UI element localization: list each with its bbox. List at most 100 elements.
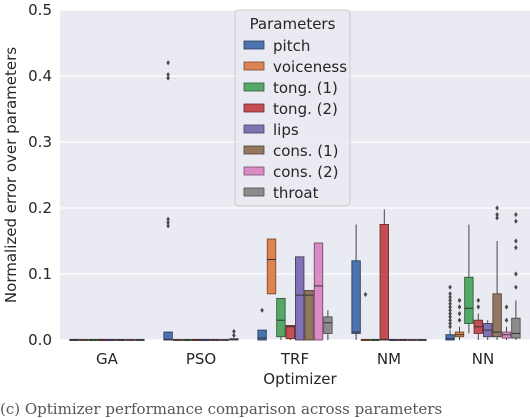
outlier-point [448,291,452,297]
legend-label: voiceness [273,58,347,76]
outlier-point [504,317,509,323]
box-cons-1--trf [304,290,314,341]
legend-background [234,9,351,207]
legend-label: tong. (1) [273,79,338,97]
box-cons-2--ga [125,338,136,341]
outlier-point [476,297,481,303]
box-tong-1--ga [88,338,98,341]
y-axis-ticks: 0.0 0.1 0.2 0.3 0.4 0.5 [28,1,52,349]
box-cons-1--nm [398,338,408,341]
outlier-point [457,297,462,303]
box-tong-2--nn [473,297,483,340]
box-pitch-nn [445,284,455,341]
legend-label: cons. (2) [273,163,339,181]
box-pitch-ga [69,338,79,341]
outlier-point [232,328,236,335]
box-pitch-pso [163,60,173,341]
box-throat-nm [417,338,427,341]
x-axis-ticks: GA PSO TRF NM NN [96,350,494,368]
outlier-point [166,216,170,222]
outlier-point [448,311,452,317]
legend-items: pitch voiceness tong. (1) tong. (2) lips cons… [243,37,347,202]
outlier-point [448,294,452,300]
legend-label: lips [273,121,299,139]
box-lips-nn [483,320,493,340]
box-iqr [313,242,324,341]
legend: Parameters pitch voiceness tong. (1) tong. … [234,9,351,207]
box-iqr [295,256,305,341]
box-voiceness-trf [266,238,277,295]
outlier-point [166,219,170,226]
outlier-point [504,304,509,310]
box-lips-pso [201,338,211,341]
box-throat-pso [229,328,239,341]
box-iqr [464,276,474,324]
box-tong-2--ga [97,338,107,341]
x-tick-label: NN [472,350,494,368]
y-tick-label: 0.5 [28,1,52,19]
outlier-point [457,317,462,323]
legend-swatch [243,61,265,71]
box-cons-2--pso [219,338,230,341]
box-cons-1--ga [116,338,126,341]
outlier-point [448,317,452,323]
outlier-point [514,245,518,251]
outlier-point [495,215,499,221]
box-voiceness-ga [78,338,89,341]
box-iqr [323,316,333,334]
outlier-point [514,212,518,218]
legend-swatch [243,124,265,134]
boxes-layer [69,60,521,341]
box-tong-1--nm [370,338,380,341]
box-iqr [379,224,389,341]
legend-label: throat [273,184,319,202]
box-pitch-nm [351,224,361,340]
legend-swatch [243,103,265,113]
x-tick-label: TRF [280,350,309,368]
box-tong-2--trf [285,325,295,340]
outlier-point [448,314,452,320]
x-tick-label: NM [377,350,401,368]
outlier-point [448,304,452,310]
outlier-point [514,218,518,224]
outlier-point [448,320,452,327]
legend-label: cons. (1) [273,142,339,160]
box-iqr [492,293,502,338]
y-tick-label: 0.3 [28,133,52,151]
outlier-point [448,297,452,303]
legend-swatch [243,187,265,197]
box-iqr [276,297,286,338]
box-lips-ga [107,338,117,341]
outlier-point [457,311,462,317]
box-cons-1--pso [210,338,220,341]
y-axis-label: Normalized error over parameters [2,47,20,303]
outlier-point [166,60,170,66]
outlier-point [166,75,170,81]
y-tick-label: 0.1 [28,265,52,283]
box-lips-trf [295,256,305,341]
legend-swatch [243,40,265,50]
x-tick-label: PSO [186,350,216,368]
box-iqr [304,290,314,341]
outlier-point [476,304,481,310]
box-voiceness-nn [454,297,465,340]
box-tong-1--pso [182,338,192,341]
outlier-point [495,205,499,211]
box-cons-2--trf [313,242,324,341]
y-tick-label: 0.0 [28,331,52,349]
box-cons-1--nn [492,205,502,340]
outlier-point [457,304,462,310]
box-cons-2--nn [501,304,512,340]
box-iqr [285,325,295,340]
legend-swatch [243,82,265,92]
outlier-point [495,212,499,218]
outlier-point [514,284,518,290]
legend-label: tong. (2) [273,100,338,118]
box-voiceness-pso [172,338,183,341]
box-tong-2--pso [191,338,201,341]
box-throat-nn [511,212,521,340]
outlier-point [514,271,518,277]
box-iqr [163,331,173,341]
outlier-point [166,72,170,78]
box-cons-2--nm [407,338,418,341]
